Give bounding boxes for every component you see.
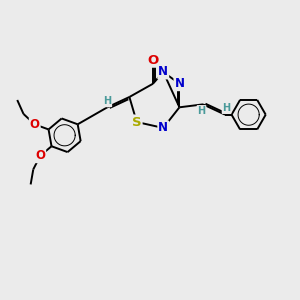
Text: H: H [103,96,111,106]
Text: N: N [174,77,184,90]
Text: S: S [132,116,142,128]
Text: O: O [147,54,159,67]
Text: O: O [30,118,40,131]
Text: N: N [158,122,168,134]
Text: O: O [35,149,45,162]
Text: H: H [223,103,231,113]
Text: N: N [158,65,168,79]
Text: H: H [197,106,206,116]
